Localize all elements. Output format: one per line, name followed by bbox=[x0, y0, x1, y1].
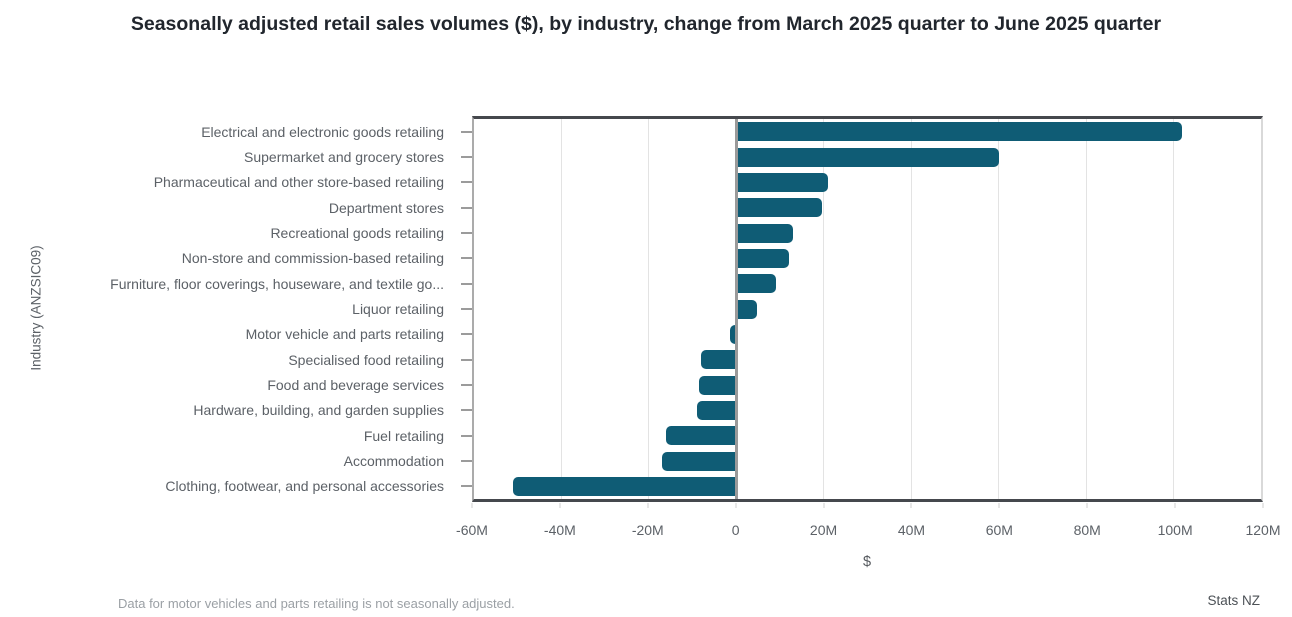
bar bbox=[736, 248, 789, 268]
y-tick-mark bbox=[461, 398, 472, 423]
bar bbox=[729, 324, 737, 344]
x-tick-label: 60M bbox=[985, 522, 1013, 538]
bar bbox=[701, 350, 737, 370]
x-tick-mark bbox=[1174, 503, 1176, 508]
category-label: Accommodation bbox=[343, 452, 444, 469]
y-tick-mark bbox=[461, 474, 472, 499]
x-tick-label: 40M bbox=[897, 522, 926, 538]
y-tick-mark bbox=[461, 220, 472, 245]
bar bbox=[699, 375, 737, 395]
x-tick-mark bbox=[910, 503, 912, 508]
bar bbox=[736, 198, 822, 218]
y-axis-tick-marks bbox=[461, 119, 472, 499]
attribution: Stats NZ bbox=[1207, 593, 1260, 608]
chart-title: Seasonally adjusted retail sales volumes… bbox=[130, 13, 1162, 35]
bar bbox=[736, 147, 999, 167]
footnote: Data for motor vehicles and parts retail… bbox=[118, 596, 515, 611]
y-tick-mark bbox=[461, 347, 472, 372]
x-tick-label: -60M bbox=[456, 522, 488, 538]
gridline-v bbox=[648, 119, 650, 499]
gridline-v bbox=[1173, 119, 1175, 499]
x-tick-mark bbox=[559, 503, 561, 508]
y-tick-mark bbox=[461, 170, 472, 195]
y-tick-mark bbox=[461, 322, 472, 347]
category-label: Electrical and electronic goods retailin… bbox=[201, 123, 444, 140]
bar bbox=[666, 426, 737, 446]
category-label: Hardware, building, and garden supplies bbox=[193, 402, 444, 419]
gridline-v bbox=[910, 119, 912, 499]
gridline-v bbox=[560, 119, 562, 499]
category-label: Supermarket and grocery stores bbox=[244, 148, 444, 165]
plot-area bbox=[472, 116, 1263, 502]
x-tick-label: -40M bbox=[543, 522, 576, 538]
category-label: Recreational goods retailing bbox=[270, 224, 444, 241]
x-tick-mark bbox=[998, 503, 1000, 508]
category-label: Motor vehicle and parts retailing bbox=[245, 326, 444, 343]
bar bbox=[736, 223, 794, 243]
y-tick-mark bbox=[461, 246, 472, 271]
zero-axis-line bbox=[734, 119, 738, 499]
category-label: Pharmaceutical and other store-based ret… bbox=[153, 174, 444, 191]
x-tick-mark bbox=[735, 503, 737, 508]
y-tick-mark bbox=[461, 271, 472, 296]
x-axis-title: $ bbox=[862, 554, 872, 570]
category-label: Specialised food retailing bbox=[288, 351, 444, 368]
category-label: Food and beverage services bbox=[267, 376, 444, 393]
gridline-v bbox=[998, 119, 1000, 499]
y-axis-category-labels: Electrical and electronic goods retailin… bbox=[0, 119, 444, 499]
y-tick-mark bbox=[461, 423, 472, 448]
x-tick-label: -20M bbox=[631, 522, 664, 538]
bar bbox=[736, 274, 776, 294]
x-tick-label: 20M bbox=[809, 522, 838, 538]
category-label: Fuel retailing bbox=[363, 427, 444, 444]
category-label: Clothing, footwear, and personal accesso… bbox=[165, 478, 444, 495]
category-label: Furniture, floor coverings, houseware, a… bbox=[110, 275, 444, 292]
bar bbox=[513, 476, 737, 496]
bar bbox=[736, 172, 829, 192]
y-tick-mark bbox=[461, 144, 472, 169]
x-tick-mark bbox=[823, 503, 825, 508]
x-tick-label: 120M bbox=[1245, 522, 1281, 538]
bar bbox=[736, 122, 1183, 142]
y-tick-mark bbox=[461, 372, 472, 397]
category-label: Department stores bbox=[328, 199, 444, 216]
x-tick-mark bbox=[647, 503, 649, 508]
bar bbox=[696, 400, 737, 420]
bar bbox=[662, 451, 737, 471]
gridline-v bbox=[823, 119, 825, 499]
gridline-v bbox=[1085, 119, 1087, 499]
x-tick-label: 100M bbox=[1157, 522, 1193, 538]
x-tick-mark bbox=[1262, 503, 1264, 508]
y-tick-mark bbox=[461, 195, 472, 220]
category-label: Non-store and commission-based retailing bbox=[181, 250, 444, 267]
x-tick-mark bbox=[471, 503, 473, 508]
y-tick-mark bbox=[461, 296, 472, 321]
category-label: Liquor retailing bbox=[352, 300, 444, 317]
bar bbox=[736, 299, 757, 319]
y-tick-mark bbox=[461, 119, 472, 144]
x-tick-mark bbox=[1086, 503, 1088, 508]
y-tick-mark bbox=[461, 448, 472, 473]
x-tick-label: 0 bbox=[731, 522, 740, 538]
x-tick-label: 80M bbox=[1073, 522, 1101, 538]
